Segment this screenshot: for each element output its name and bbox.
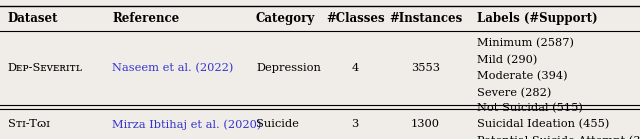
- Text: Minimum (2587): Minimum (2587): [477, 38, 574, 49]
- Text: #Instances: #Instances: [389, 12, 462, 25]
- Text: #Classes: #Classes: [326, 12, 385, 25]
- Text: Suicide: Suicide: [256, 119, 299, 129]
- Text: Potential Suicide Attempt (330): Potential Suicide Attempt (330): [477, 136, 640, 139]
- Text: Mirza Ibtihaj et al. (2020): Mirza Ibtihaj et al. (2020): [112, 119, 261, 130]
- Text: Reference: Reference: [112, 12, 179, 25]
- Text: Dᴇᴘ-Sᴇᴠᴇʀɪᴛʟ: Dᴇᴘ-Sᴇᴠᴇʀɪᴛʟ: [8, 63, 83, 73]
- Text: Labels (#Support): Labels (#Support): [477, 12, 597, 25]
- Text: Suicidal Ideation (455): Suicidal Ideation (455): [477, 119, 609, 130]
- Text: Severe (282): Severe (282): [477, 88, 551, 98]
- Text: Depression: Depression: [256, 63, 321, 73]
- Text: Dataset: Dataset: [8, 12, 58, 25]
- Text: 1300: 1300: [411, 119, 440, 129]
- Text: Not Suicidal (515): Not Suicidal (515): [477, 103, 582, 113]
- Text: Mild (290): Mild (290): [477, 55, 537, 65]
- Text: Category: Category: [256, 12, 316, 25]
- Text: Naseem et al. (2022): Naseem et al. (2022): [112, 63, 234, 73]
- Text: Moderate (394): Moderate (394): [477, 71, 568, 81]
- Text: 3553: 3553: [411, 63, 440, 73]
- Text: 4: 4: [351, 63, 359, 73]
- Text: Sᴛɪ-Tɷɪ: Sᴛɪ-Tɷɪ: [8, 119, 49, 129]
- Text: 3: 3: [351, 119, 359, 129]
